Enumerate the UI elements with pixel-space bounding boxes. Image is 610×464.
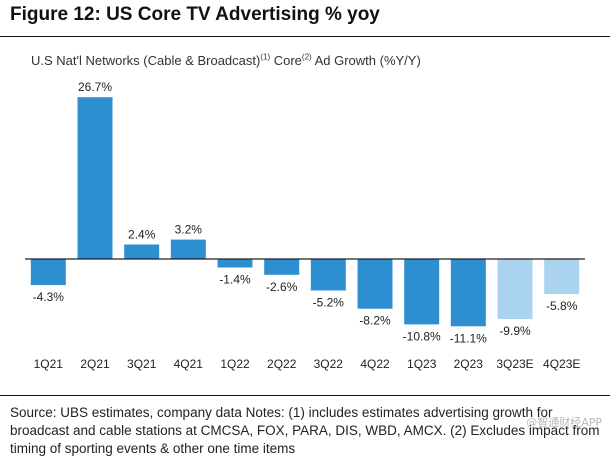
data-label-2Q23: -11.1% [450, 331, 487, 345]
bar-1Q23 [404, 259, 440, 325]
bar-4Q22 [357, 259, 393, 309]
data-label-4Q22: -8.2% [359, 314, 391, 328]
data-label-1Q21: -4.3% [33, 290, 65, 304]
bar-3Q21 [124, 244, 160, 259]
data-label-3Q22: -5.2% [313, 296, 345, 310]
category-label-2Q21: 2Q21 [80, 357, 110, 371]
category-label-3Q22: 3Q22 [314, 357, 344, 371]
title-divider [0, 36, 610, 37]
category-label-2Q23: 2Q23 [454, 357, 484, 371]
category-label-4Q22: 4Q22 [360, 357, 390, 371]
subtitle-tail: Ad Growth (%Y/Y) [311, 53, 421, 68]
category-label-4Q23E: 4Q23E [543, 357, 580, 371]
data-label-4Q21: 3.2% [175, 223, 203, 237]
category-label-2Q22: 2Q22 [267, 357, 297, 371]
bar-4Q23E [544, 259, 580, 295]
source-divider [0, 395, 610, 396]
bar-2Q23 [450, 259, 486, 327]
data-label-1Q23: -10.8% [403, 329, 441, 343]
source-note: Source: UBS estimates, company data Note… [10, 405, 600, 456]
subtitle-main: U.S Nat'l Networks (Cable & Broadcast) [31, 53, 261, 68]
bar-2Q22 [264, 259, 300, 275]
bar-1Q22 [217, 259, 253, 268]
subtitle-core: Core [270, 53, 302, 68]
category-label-3Q21: 3Q21 [127, 357, 157, 371]
data-label-3Q23E: -9.9% [499, 324, 531, 338]
figure-title: Figure 12: US Core TV Advertising % yoy [10, 4, 380, 25]
bar-4Q21 [170, 239, 206, 259]
data-label-4Q23E: -5.8% [546, 299, 578, 313]
category-label-1Q21: 1Q21 [34, 357, 64, 371]
category-label-3Q23E: 3Q23E [496, 357, 533, 371]
category-label-4Q21: 4Q21 [174, 357, 204, 371]
watermark: @智通财经APP [526, 416, 602, 429]
data-label-2Q21: 26.7% [78, 80, 112, 94]
bar-1Q21 [30, 259, 66, 286]
bar-3Q23E [497, 259, 533, 319]
bar-2Q21 [77, 97, 113, 259]
bar-3Q22 [310, 259, 346, 291]
bar-chart: -4.3% 1Q21 26.7% 2Q21 2.4% 3Q21 3.2% 4Q21 -1.4% 1… [25, 80, 585, 371]
data-label-1Q22: -1.4% [219, 273, 251, 287]
chart-subtitle: U.S Nat'l Networks (Cable & Broadcast)(1… [31, 53, 421, 68]
data-label-3Q21: 2.4% [128, 228, 156, 242]
subtitle-note-1: (1) [260, 52, 271, 62]
data-label-2Q22: -2.6% [266, 280, 298, 294]
category-label-1Q22: 1Q22 [220, 357, 250, 371]
subtitle-note-2: (2) [301, 52, 312, 62]
category-label-1Q23: 1Q23 [407, 357, 437, 371]
